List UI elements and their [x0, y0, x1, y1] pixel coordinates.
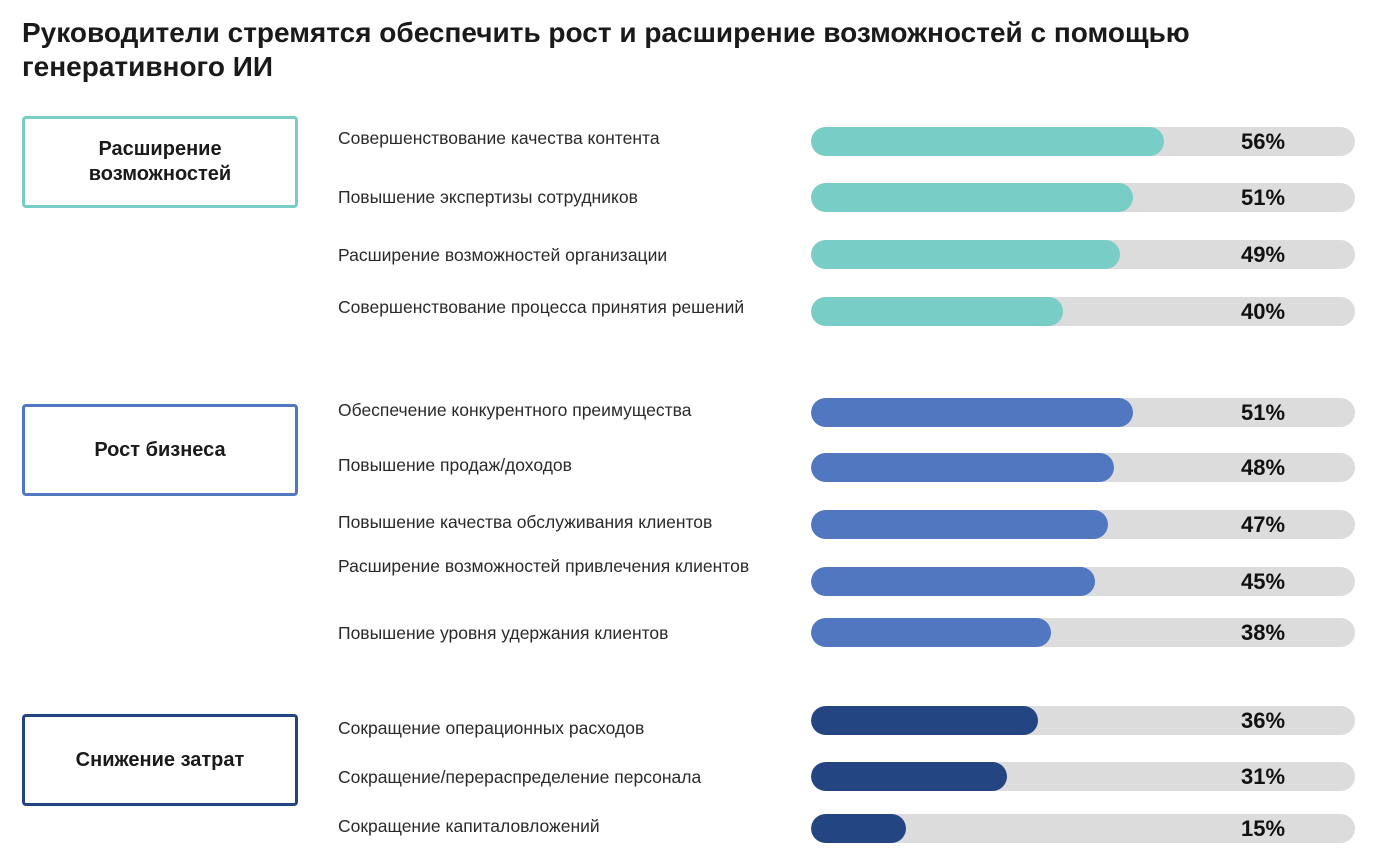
chart-title: Руководители стремятся обеспечить рост и… — [22, 17, 1190, 82]
value-label: 15% — [1240, 816, 1286, 841]
bar-track — [811, 618, 1355, 647]
bar — [811, 762, 1007, 791]
category-label: Расширение возможностей организации — [338, 245, 668, 265]
category-label: Повышение продаж/доходов — [338, 455, 572, 475]
bar — [811, 510, 1108, 539]
category-label: Совершенствование качества контента — [338, 128, 660, 148]
bar — [811, 814, 906, 843]
category-label: Повышение уровня удержания клиентов — [338, 623, 669, 643]
group-label-0: Расширение возможностей — [22, 116, 298, 208]
bar-track — [811, 240, 1355, 269]
bar — [811, 297, 1064, 326]
group-label-2: Снижение затрат — [22, 714, 298, 806]
category-label: Сокращение/перераспределение персонала — [338, 767, 702, 787]
bar — [811, 618, 1051, 647]
bar — [811, 127, 1165, 156]
bar — [811, 183, 1133, 212]
value-label: 31% — [1240, 764, 1286, 789]
bar-track — [811, 398, 1355, 427]
bar-track — [811, 706, 1355, 735]
group-label-1: Рост бизнеса — [22, 404, 298, 496]
value-label: 48% — [1240, 455, 1286, 480]
bar — [811, 398, 1133, 427]
value-label: 38% — [1240, 620, 1286, 645]
value-label: 45% — [1240, 569, 1286, 594]
category-label: Сокращение капиталовложений — [338, 816, 600, 836]
category-label: Повышение экспертизы сотрудников — [338, 187, 638, 207]
bar — [811, 453, 1114, 482]
bar-track — [811, 127, 1355, 156]
category-label: Совершенствование процесса принятия реше… — [338, 297, 745, 317]
value-label: 56% — [1240, 129, 1286, 154]
category-label: Сокращение операционных расходов — [338, 718, 645, 738]
bar-track — [811, 762, 1355, 791]
bar — [811, 706, 1039, 735]
value-label: 47% — [1240, 512, 1286, 537]
bar-track — [811, 297, 1355, 326]
category-label: Обеспечение конкурентного преимущества — [338, 400, 692, 420]
value-label: 51% — [1240, 185, 1286, 210]
value-label: 51% — [1240, 400, 1286, 425]
bar — [811, 567, 1095, 596]
bar-track — [811, 567, 1355, 596]
category-label: Расширение возможностей привлечения клие… — [338, 556, 750, 576]
value-label: 40% — [1240, 299, 1286, 324]
category-label: Повышение качества обслуживания клиентов — [338, 512, 713, 532]
bar-track — [811, 453, 1355, 482]
bar-track — [811, 814, 1355, 843]
bar — [811, 240, 1121, 269]
value-label: 49% — [1240, 242, 1286, 267]
value-label: 36% — [1240, 708, 1286, 733]
bar-track — [811, 183, 1355, 212]
bar-track — [811, 510, 1355, 539]
